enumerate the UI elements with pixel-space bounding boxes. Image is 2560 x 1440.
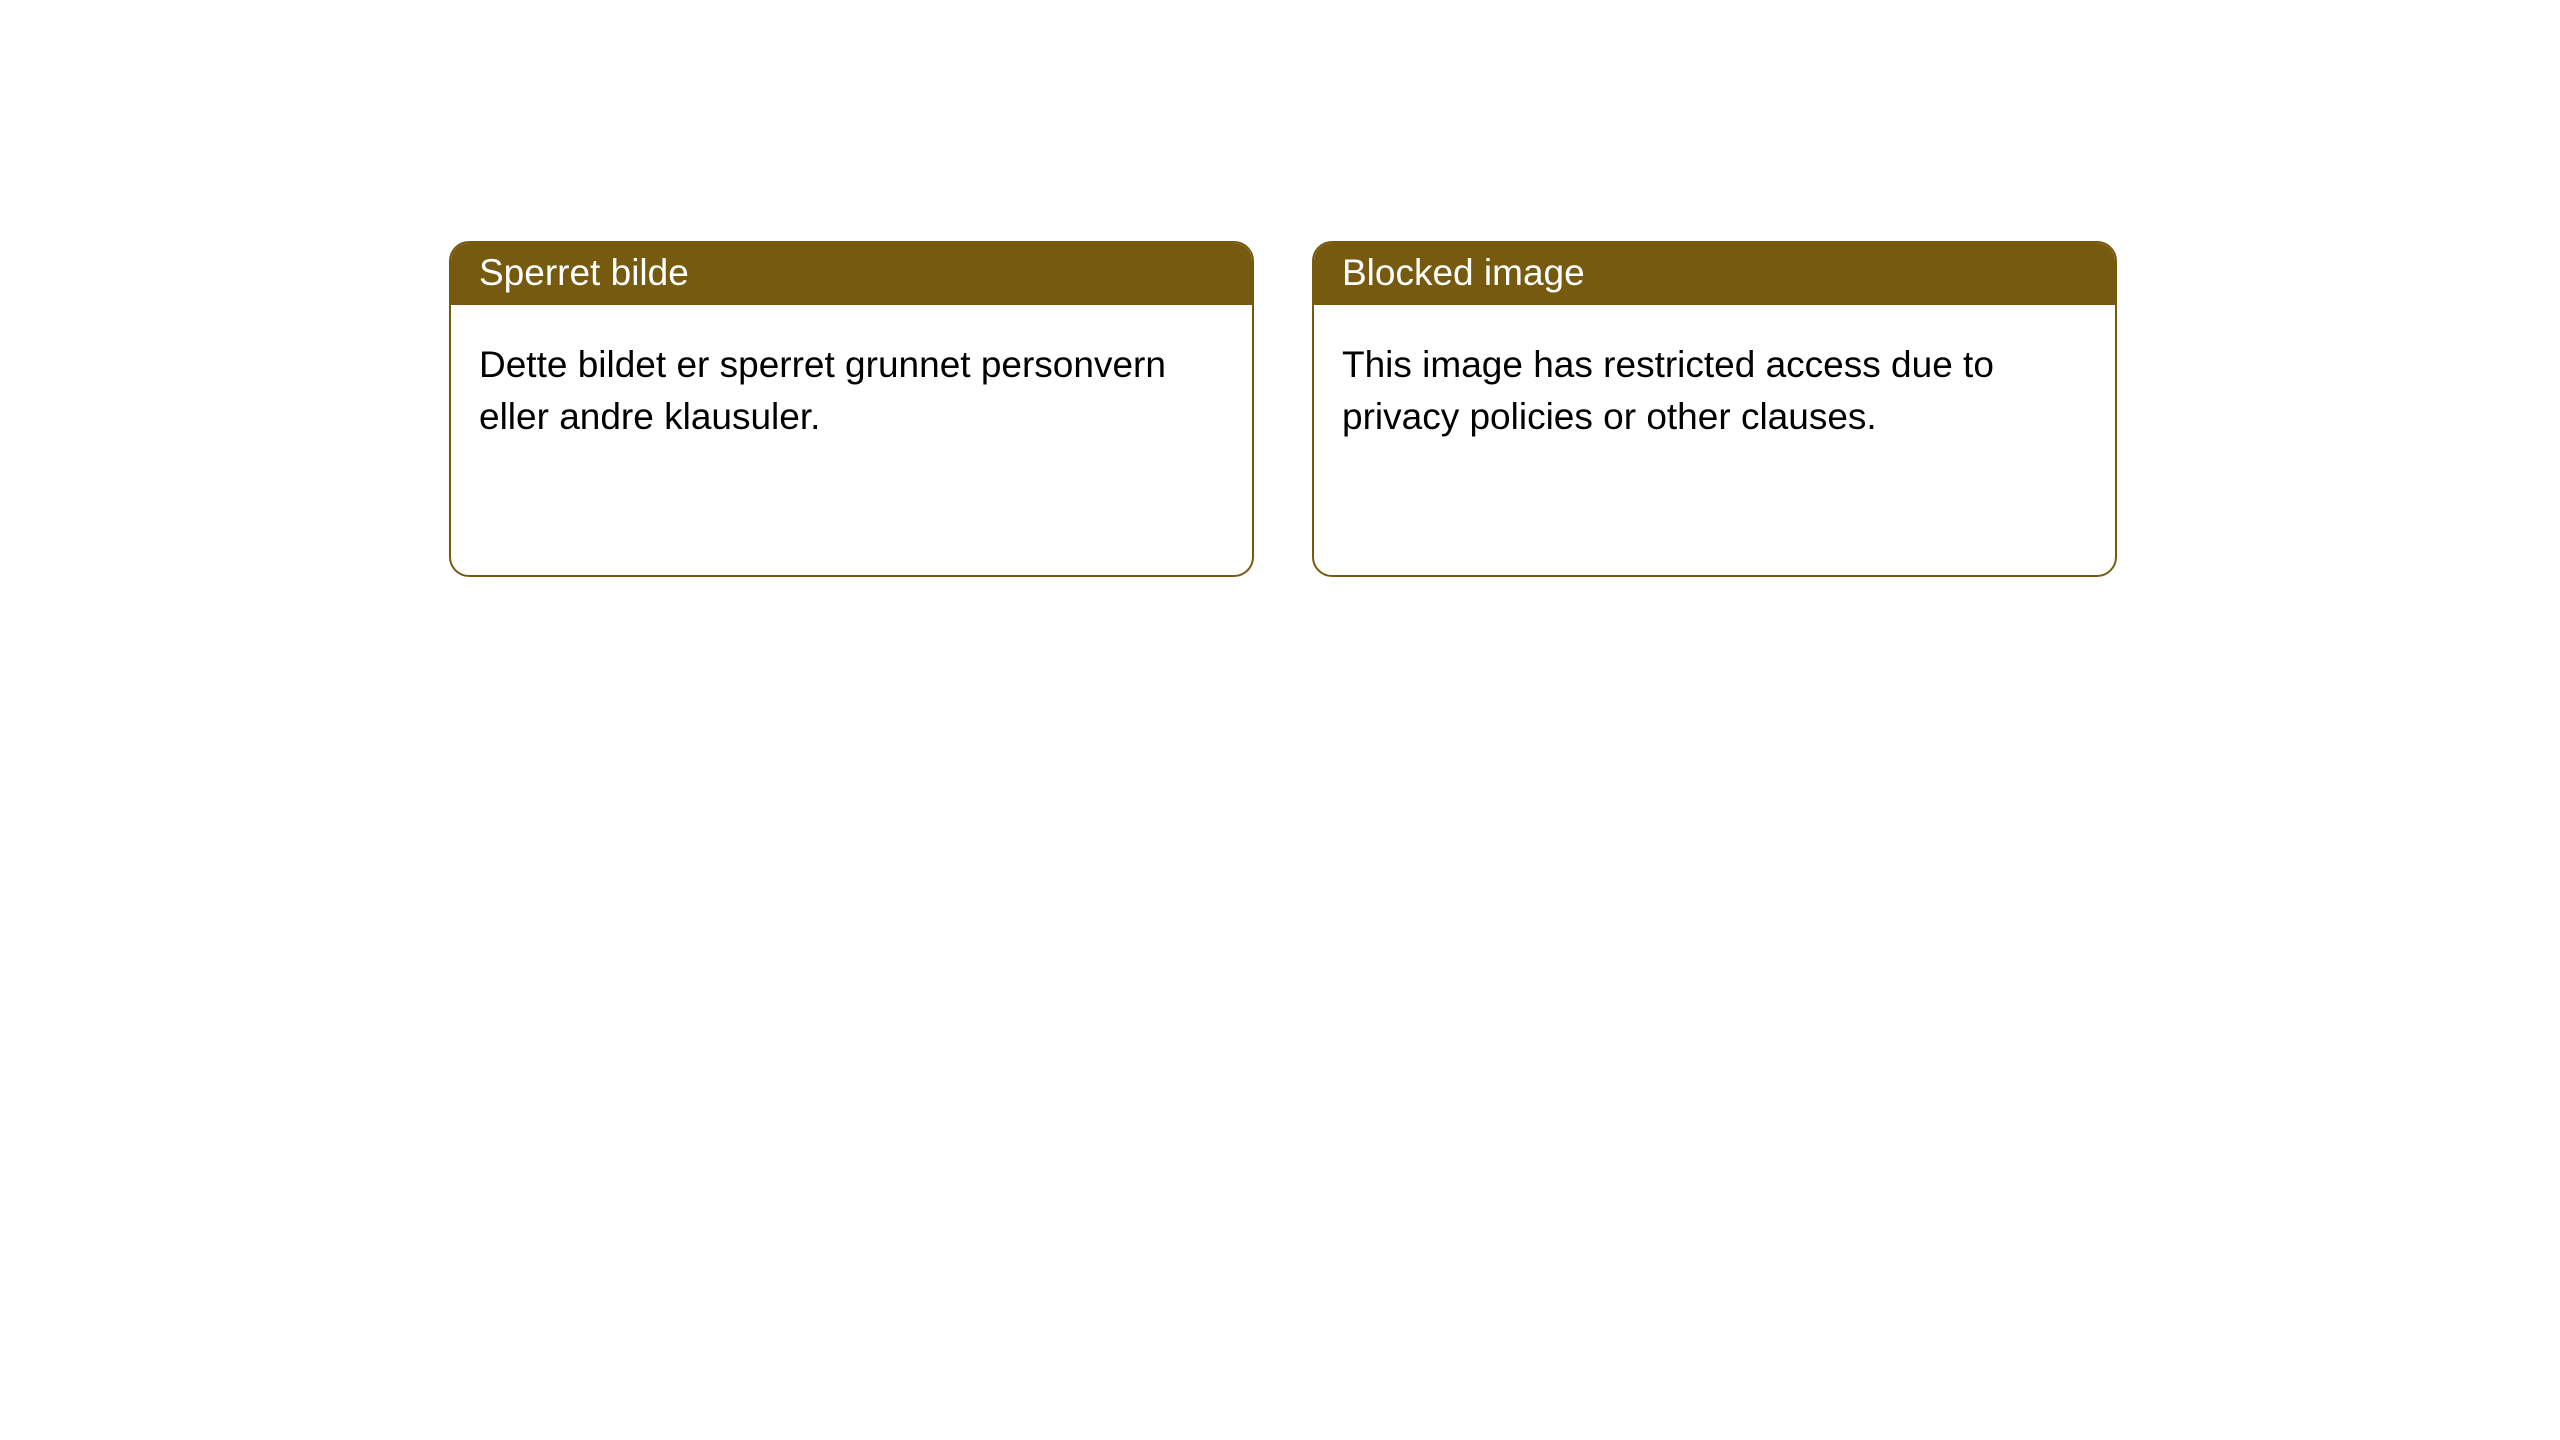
notice-card-norwegian: Sperret bilde Dette bildet er sperret gr…	[449, 241, 1254, 577]
notice-title: Sperret bilde	[451, 243, 1252, 305]
notice-body-text: This image has restricted access due to …	[1314, 305, 2115, 575]
notice-title: Blocked image	[1314, 243, 2115, 305]
notice-container: Sperret bilde Dette bildet er sperret gr…	[449, 241, 2117, 577]
notice-body-text: Dette bildet er sperret grunnet personve…	[451, 305, 1252, 575]
notice-card-english: Blocked image This image has restricted …	[1312, 241, 2117, 577]
